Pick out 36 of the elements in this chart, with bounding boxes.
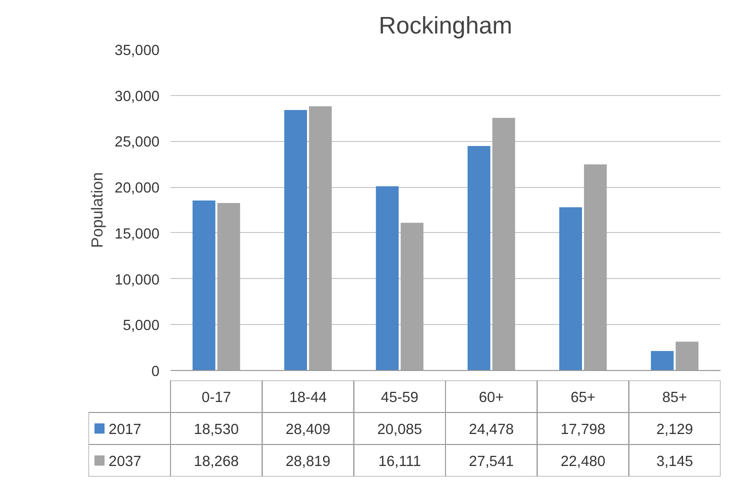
y-tick-label: 20,000: [114, 180, 160, 197]
x-tick-label: 85+: [662, 390, 688, 406]
y-tick-label: 25,000: [114, 134, 160, 151]
bar: [468, 146, 490, 370]
y-tick-label: 15,000: [114, 226, 160, 242]
y-tick-label: 0: [151, 364, 160, 380]
x-tick-label: 60+: [478, 390, 504, 406]
chart-title: Rockingham: [378, 12, 512, 40]
data-label: 17,798: [560, 422, 606, 438]
y-tick-label: 10,000: [114, 272, 160, 288]
legend-label: 2037: [108, 454, 142, 470]
data-label: 18,268: [194, 454, 239, 470]
bar: [559, 207, 582, 370]
data-label: 24,478: [468, 422, 514, 438]
data-label: 18,530: [194, 422, 239, 438]
bar: [650, 350, 674, 370]
y-tick-label: 5,000: [122, 318, 160, 334]
x-tick-label: 0-17: [202, 390, 232, 406]
data-label: 22,480: [560, 454, 606, 470]
x-tick-label: 65+: [570, 390, 596, 406]
y-tick-label: 30,000: [114, 88, 160, 105]
data-label: 3,145: [656, 454, 694, 470]
data-label: 27,541: [468, 454, 514, 470]
data-label: 20,085: [377, 422, 422, 438]
legend-label: 2017: [108, 422, 142, 438]
data-label: 28,409: [286, 422, 330, 438]
bar: [284, 110, 308, 370]
data-label: 2,129: [656, 422, 694, 438]
bar: [376, 186, 399, 370]
y-axis-title: Population: [90, 172, 107, 248]
x-tick-label: 45-59: [380, 390, 418, 406]
x-tick-label: 18-44: [289, 390, 327, 406]
y-tick-label: 35,000: [114, 43, 160, 59]
data-label: 16,111: [378, 454, 421, 470]
bar: [192, 200, 216, 370]
data-label: 28,819: [286, 454, 330, 470]
